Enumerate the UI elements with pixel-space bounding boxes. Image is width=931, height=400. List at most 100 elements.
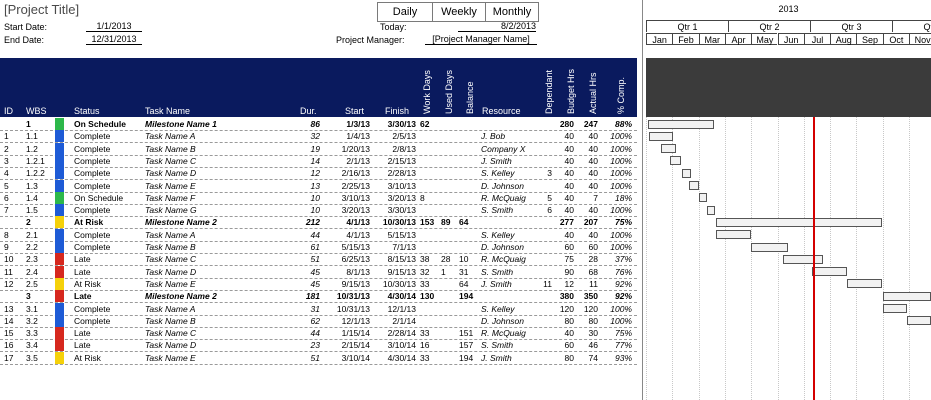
cell-status[interactable]: On Schedule <box>74 119 126 129</box>
project-title[interactable]: [Project Title] <box>4 2 80 17</box>
cell-start[interactable]: 2/1/13 <box>346 155 370 166</box>
cell-task[interactable]: Task Name E <box>145 278 196 289</box>
task-bar[interactable] <box>649 131 674 141</box>
cell-finish[interactable]: 4/30/14 <box>387 352 416 363</box>
cell-bud[interactable]: 60 <box>564 340 574 351</box>
cell-status[interactable]: Complete <box>74 242 111 252</box>
cell-status[interactable]: Late <box>74 266 91 277</box>
cell-res[interactable]: S. Smith <box>481 340 514 351</box>
cell-dur[interactable]: 23 <box>310 340 320 351</box>
cell-status[interactable]: Complete <box>74 229 111 240</box>
cell-act[interactable]: 40 <box>588 205 598 216</box>
cell-act[interactable]: 40 <box>588 180 598 191</box>
cell-bud[interactable]: 40 <box>564 205 574 216</box>
cell-finish[interactable]: 8/15/13 <box>387 254 416 265</box>
cell-dep[interactable]: 11 <box>543 278 552 289</box>
cell-dur[interactable]: 212 <box>305 217 320 228</box>
milestone-row[interactable]: 1 On Schedule Milestone Name 1 86 1/3/13 3/30… <box>0 118 637 131</box>
cell-act[interactable]: 80 <box>588 315 598 326</box>
cell-finish[interactable]: 2/1/14 <box>392 315 416 326</box>
cell-ud[interactable]: 89 <box>441 217 451 228</box>
cell-dur[interactable]: 19 <box>310 143 320 154</box>
cell-start[interactable]: 2/15/14 <box>341 340 370 351</box>
cell-finish[interactable]: 2/15/13 <box>387 155 416 166</box>
cell-res[interactable]: D. Johnson <box>481 315 524 326</box>
cell-id[interactable]: 3 <box>4 155 9 166</box>
cell-bud[interactable]: 40 <box>564 192 574 203</box>
cell-wd[interactable]: 32 <box>420 266 430 277</box>
cell-id[interactable]: 7 <box>4 205 9 216</box>
cell-start[interactable]: 9/15/13 <box>341 278 370 289</box>
cell-task[interactable]: Task Name A <box>145 303 196 314</box>
cell-wd[interactable]: 33 <box>420 278 430 289</box>
cell-bal[interactable]: 64 <box>459 278 469 289</box>
cell-finish[interactable]: 7/1/13 <box>392 242 416 252</box>
cell-bud[interactable]: 80 <box>564 352 574 363</box>
cell-comp[interactable]: 100% <box>610 229 632 240</box>
cell-finish[interactable]: 3/10/14 <box>387 340 416 351</box>
cell-task[interactable]: Task Name E <box>145 180 196 191</box>
cell-id[interactable]: 17 <box>4 352 14 363</box>
cell-wbs[interactable]: 3.3 <box>26 328 38 339</box>
cell-comp[interactable]: 75% <box>614 217 632 228</box>
cell-wbs[interactable]: 1.4 <box>26 192 38 203</box>
cell-dur[interactable]: 32 <box>310 131 320 142</box>
task-bar[interactable] <box>699 193 707 203</box>
cell-bal[interactable]: 64 <box>459 217 469 228</box>
cell-start[interactable]: 2/16/13 <box>341 168 370 179</box>
cell-act[interactable]: 247 <box>583 119 598 129</box>
table-row[interactable]: 13 3.1 Complete Task Name A 31 10/31/13 12/1/1… <box>0 302 637 316</box>
cell-status[interactable]: At Risk <box>74 352 101 363</box>
cell-act[interactable]: 40 <box>588 143 598 154</box>
cell-act[interactable]: 120 <box>583 303 598 314</box>
cell-finish[interactable]: 10/30/13 <box>382 217 416 228</box>
cell-task[interactable]: Task Name B <box>145 143 196 154</box>
cell-bud[interactable]: 280 <box>559 119 574 129</box>
cell-task[interactable]: Task Name D <box>145 168 197 179</box>
end-date-value[interactable]: 12/31/2013 <box>86 34 142 45</box>
cell-finish[interactable]: 9/15/13 <box>387 266 416 277</box>
task-bar[interactable] <box>716 230 752 240</box>
cell-id[interactable]: 6 <box>4 192 9 203</box>
cell-task[interactable]: Task Name A <box>145 229 196 240</box>
cell-comp[interactable]: 76% <box>614 266 632 277</box>
cell-wbs[interactable]: 3 <box>26 291 31 302</box>
cell-status[interactable]: Complete <box>74 155 111 166</box>
cell-task[interactable]: Task Name D <box>145 340 197 351</box>
cell-res[interactable]: S. Kelley <box>481 303 515 314</box>
task-bar[interactable] <box>906 316 931 326</box>
cell-res[interactable]: J. Smith <box>481 278 512 289</box>
cell-wbs[interactable]: 2 <box>26 217 31 228</box>
cell-wbs[interactable]: 2.2 <box>26 242 38 252</box>
cell-act[interactable]: 28 <box>588 254 598 265</box>
cell-bal[interactable]: 194 <box>459 291 474 302</box>
milestone-row[interactable]: 3 Late Milestone Name 2 181 10/31/13 4/30/14 1… <box>0 290 637 304</box>
cell-dep[interactable]: 6 <box>547 205 552 216</box>
cell-status[interactable]: Complete <box>74 303 111 314</box>
cell-res[interactable]: J. Smith <box>481 352 512 363</box>
cell-act[interactable]: 11 <box>589 278 598 289</box>
cell-task[interactable]: Task Name B <box>145 242 196 252</box>
cell-dur[interactable]: 45 <box>310 266 320 277</box>
cell-status[interactable]: Late <box>74 340 91 351</box>
cell-dur[interactable]: 86 <box>310 119 320 129</box>
cell-bud[interactable]: 40 <box>564 229 574 240</box>
table-row[interactable]: 12 2.5 At Risk Task Name E 45 9/15/13 10/30/13… <box>0 277 637 291</box>
cell-bud[interactable]: 75 <box>564 254 574 265</box>
cell-bud[interactable]: 60 <box>564 242 574 252</box>
cell-wd[interactable]: 33 <box>420 328 430 339</box>
cell-comp[interactable]: 100% <box>610 242 632 252</box>
cell-dur[interactable]: 14 <box>310 155 320 166</box>
cell-bud[interactable]: 380 <box>559 291 574 302</box>
cell-status[interactable]: Late <box>74 291 92 302</box>
table-row[interactable]: 14 3.2 Complete Task Name B 62 12/1/13 2/1/14 D… <box>0 314 637 328</box>
table-row[interactable]: 8 2.1 Complete Task Name A 44 4/1/13 5/15/13 S.… <box>0 228 637 242</box>
cell-dep[interactable]: 3 <box>547 168 552 179</box>
cell-finish[interactable]: 2/5/13 <box>392 131 416 142</box>
start-date-value[interactable]: 1/1/2013 <box>86 21 142 32</box>
cell-wbs[interactable]: 1.1 <box>26 131 38 142</box>
milestone-bar[interactable] <box>648 119 715 129</box>
cell-id[interactable]: 10 <box>4 254 14 265</box>
table-row[interactable]: 6 1.4 On Schedule Task Name F 10 3/10/13 3/20/… <box>0 191 637 205</box>
cell-act[interactable]: 68 <box>588 266 598 277</box>
